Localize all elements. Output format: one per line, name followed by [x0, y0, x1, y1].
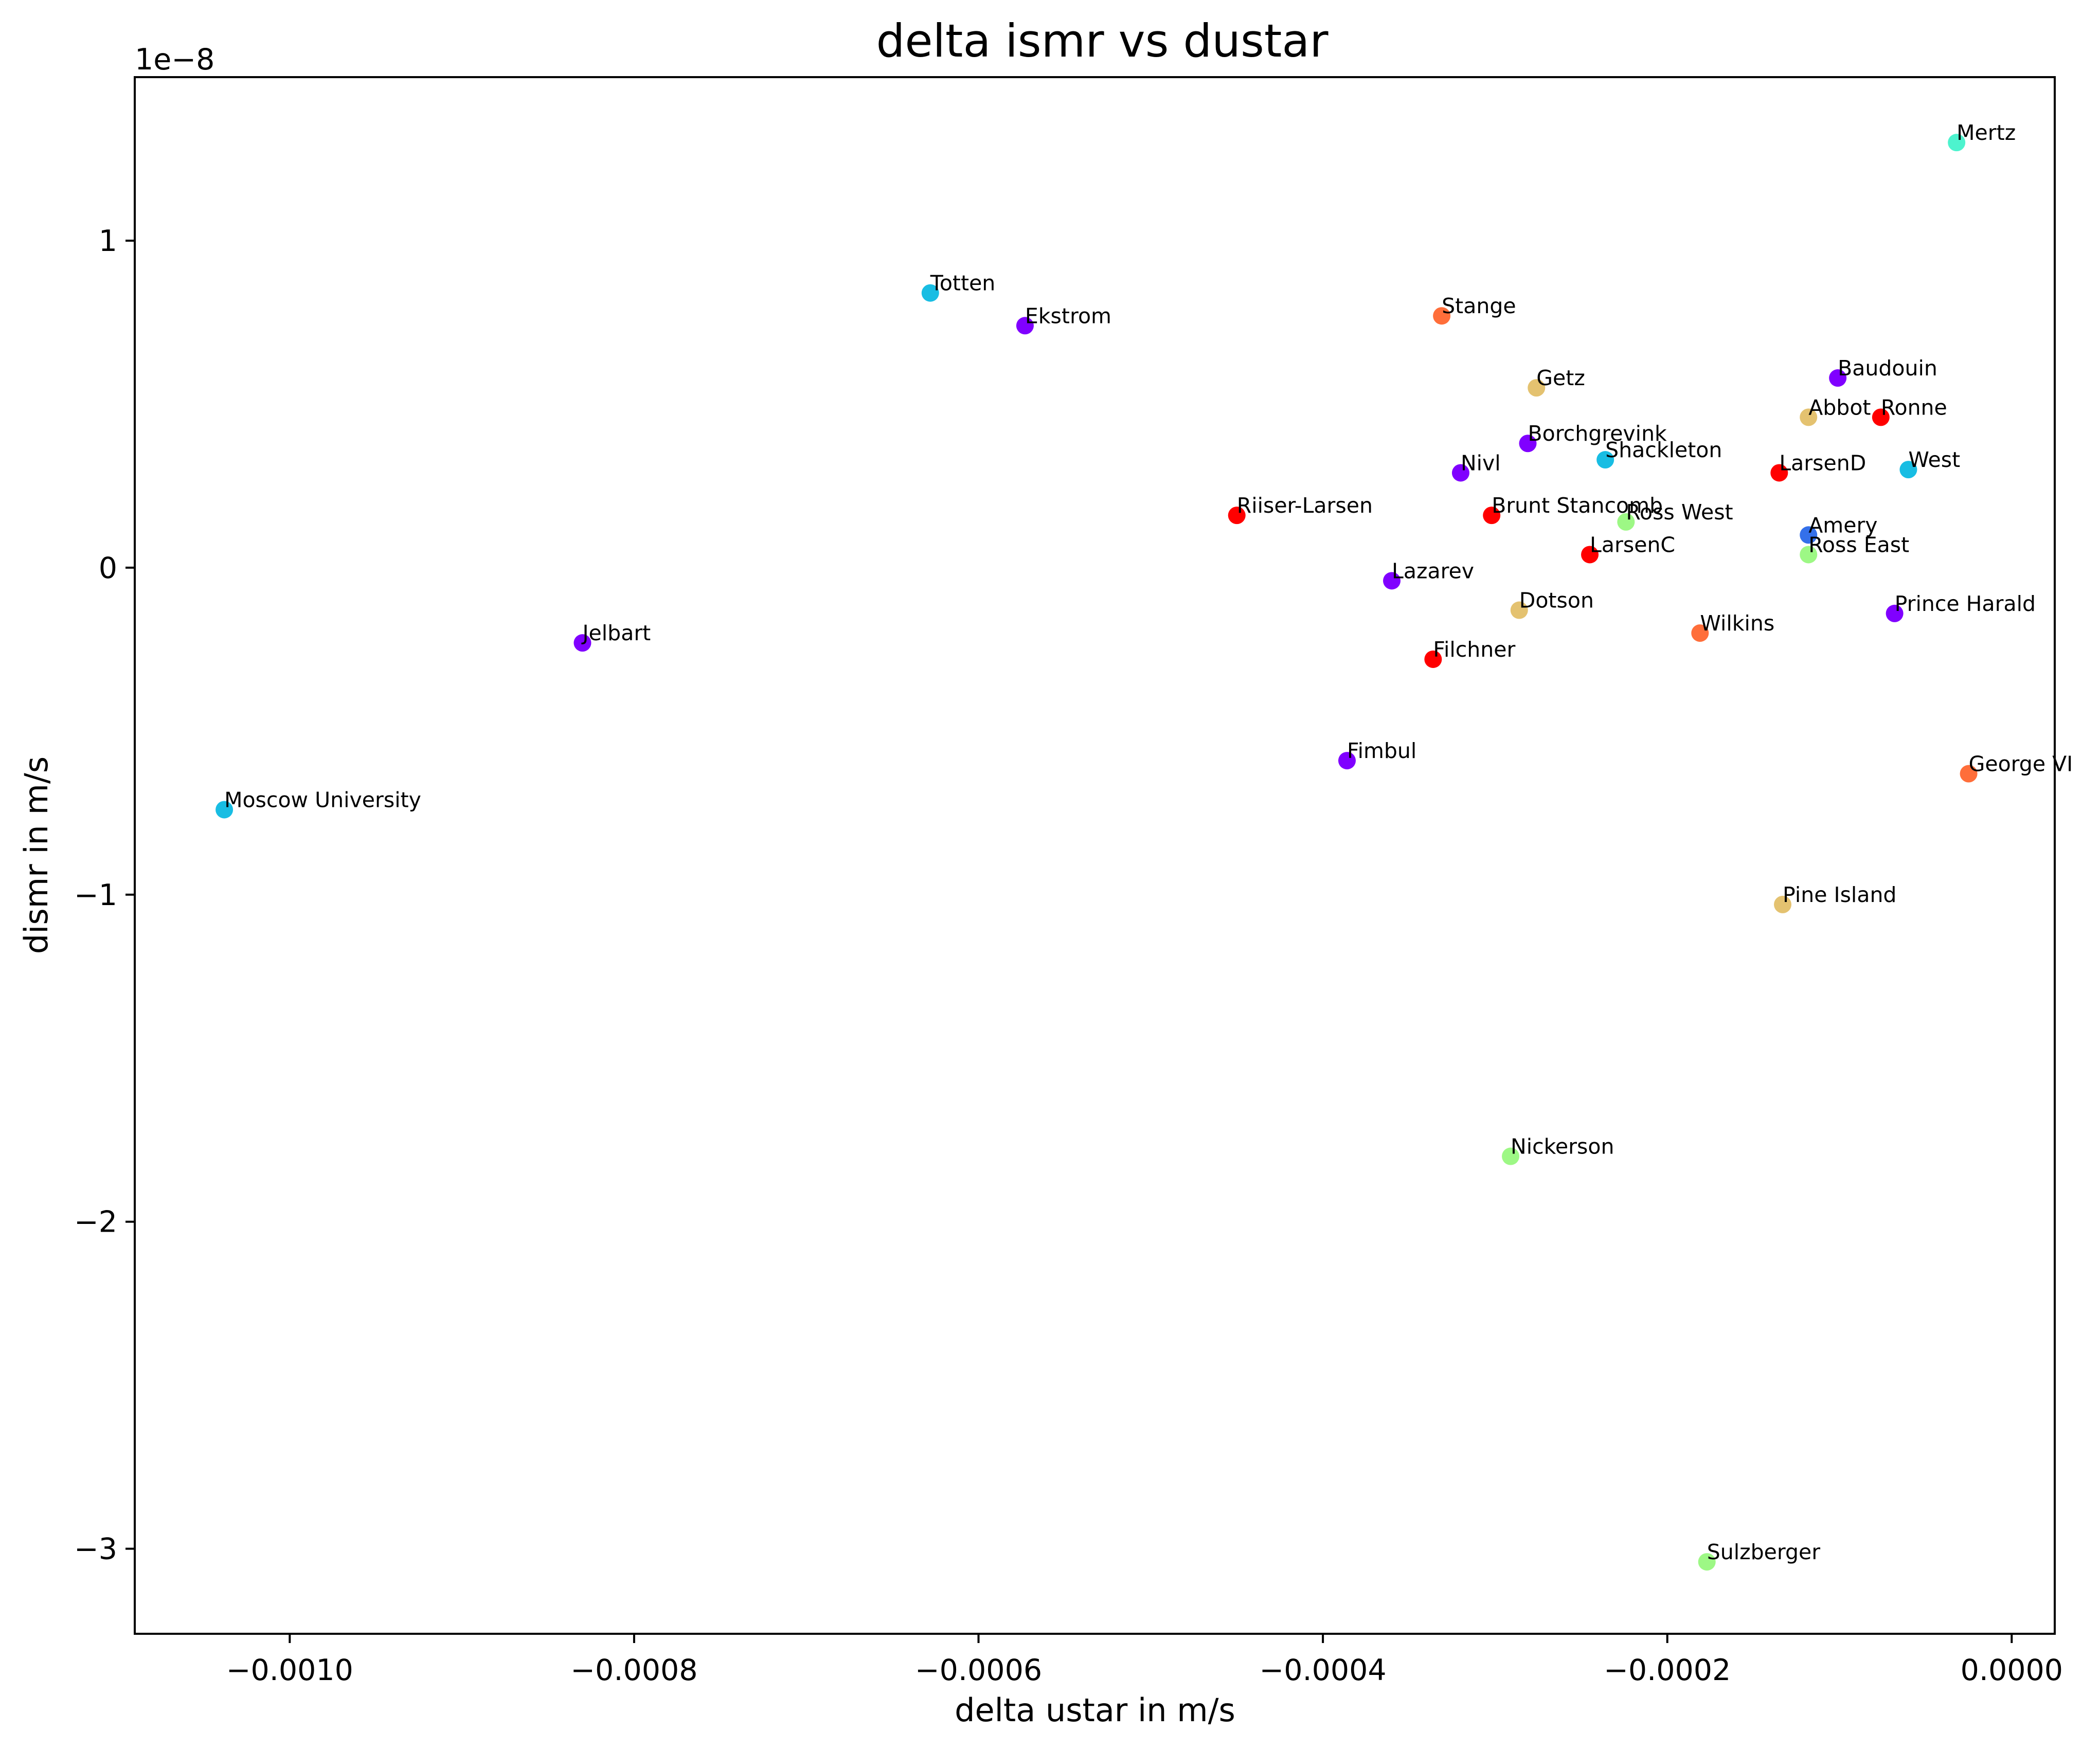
- point-label: Riiser-Larsen: [1237, 493, 1373, 518]
- point-label: Wilkins: [1700, 611, 1774, 636]
- scatter-point: [1424, 650, 1442, 668]
- x-tick-label: −0.0008: [570, 1653, 697, 1687]
- scatter-point: [1770, 464, 1788, 482]
- x-tick-label: 0.0000: [1961, 1653, 2063, 1687]
- scatter-point: [1383, 572, 1401, 590]
- point-label: LarsenC: [1590, 532, 1675, 557]
- scatter-point: [1338, 752, 1356, 770]
- point-label: Ekstrom: [1025, 303, 1111, 328]
- x-axis: −0.0010 −0.0008 −0.0006 −0.0004 −0.0002 0.000…: [226, 1634, 2063, 1687]
- point-label: Baudouin: [1838, 356, 1937, 381]
- scatter-point: [1691, 624, 1709, 642]
- scatter-point: [1886, 604, 1904, 622]
- scatter-point: [1581, 546, 1599, 564]
- scatter-point: [1502, 1147, 1520, 1165]
- point-label: Sulzberger: [1707, 1540, 1821, 1564]
- point-label: Fimbul: [1347, 738, 1416, 763]
- x-tick-label: −0.0002: [1604, 1653, 1731, 1687]
- scatter-point: [1899, 461, 1917, 479]
- scatter-point: [216, 801, 234, 819]
- point-label: Mertz: [1957, 120, 2016, 145]
- scatter-point: [921, 284, 939, 302]
- scatter-point: [1698, 1553, 1716, 1571]
- point-label: Borchgrevink: [1528, 421, 1667, 446]
- scatter-point: [1800, 408, 1818, 426]
- point-label: Totten: [930, 271, 996, 296]
- x-tick-label: −0.0010: [226, 1653, 353, 1687]
- point-label: Dotson: [1519, 588, 1594, 613]
- scatter-point: [573, 634, 591, 652]
- point-label: Brunt Stancomb: [1492, 493, 1663, 518]
- scatter-point: [1016, 317, 1034, 335]
- scatter-point: [1596, 451, 1614, 469]
- scatter-point: [1528, 379, 1546, 397]
- scatter-point: [1617, 513, 1635, 531]
- y-axis-label: dismr in m/s: [17, 756, 55, 954]
- scatter-point: [1829, 369, 1847, 387]
- point-label: Ross West: [1626, 500, 1733, 525]
- x-tick-label: −0.0004: [1259, 1653, 1386, 1687]
- point-label: Amery: [1808, 513, 1877, 537]
- point-label: Pine Island: [1783, 882, 1896, 907]
- x-axis-label: delta ustar in m/s: [955, 1691, 1235, 1729]
- plot-area: Mertz Totten Ekstrom Stange Getz Baudouin Abbo…: [216, 120, 2073, 1571]
- x-tick-label: −0.0006: [915, 1653, 1042, 1687]
- point-label: Lazarev: [1392, 558, 1474, 583]
- point-label: Stange: [1442, 294, 1516, 318]
- scatter-point: [1960, 765, 1978, 783]
- scatter-point: [1872, 408, 1890, 426]
- scatter-point: [1948, 134, 1966, 152]
- point-label: Jelbart: [581, 621, 651, 645]
- point-label: Nickerson: [1511, 1134, 1614, 1159]
- point-label: Ross East: [1808, 532, 1909, 557]
- scatter-point: [1483, 507, 1501, 525]
- scatter-point: [1228, 507, 1246, 525]
- scatter-point: [1510, 601, 1528, 619]
- point-label: Abbot: [1808, 395, 1871, 420]
- scatter-point: [1800, 526, 1818, 544]
- scatter-point: [1451, 464, 1469, 482]
- scatter-point: [1433, 307, 1451, 325]
- y-tick-label: −1: [74, 878, 117, 912]
- point-label: West: [1908, 447, 1960, 472]
- point-label: Getz: [1536, 366, 1585, 390]
- y-axis: 1 0 −1 −2 −3: [74, 224, 135, 1566]
- point-label: LarsenD: [1779, 450, 1866, 475]
- point-label: Moscow University: [224, 787, 421, 812]
- plot-frame: [134, 76, 2056, 1635]
- y-axis-offset-label: 1e−8: [135, 43, 214, 77]
- scatter-point: [1774, 895, 1792, 913]
- point-label: Ronne: [1881, 395, 1947, 420]
- point-label: Prince Harald: [1895, 591, 2036, 616]
- point-label: George VI: [1969, 752, 2073, 777]
- y-tick-label: 0: [99, 551, 117, 585]
- scatter-point: [1519, 435, 1537, 453]
- y-tick-label: −3: [74, 1532, 117, 1566]
- scatter-point: [1800, 546, 1818, 564]
- point-label: Shackleton: [1605, 438, 1722, 462]
- point-label: Filchner: [1433, 637, 1515, 662]
- chart-title: delta ismr vs dustar: [876, 14, 1329, 67]
- point-label: Nivl: [1461, 450, 1501, 475]
- y-tick-label: −2: [74, 1205, 117, 1239]
- y-tick-label: 1: [99, 224, 117, 258]
